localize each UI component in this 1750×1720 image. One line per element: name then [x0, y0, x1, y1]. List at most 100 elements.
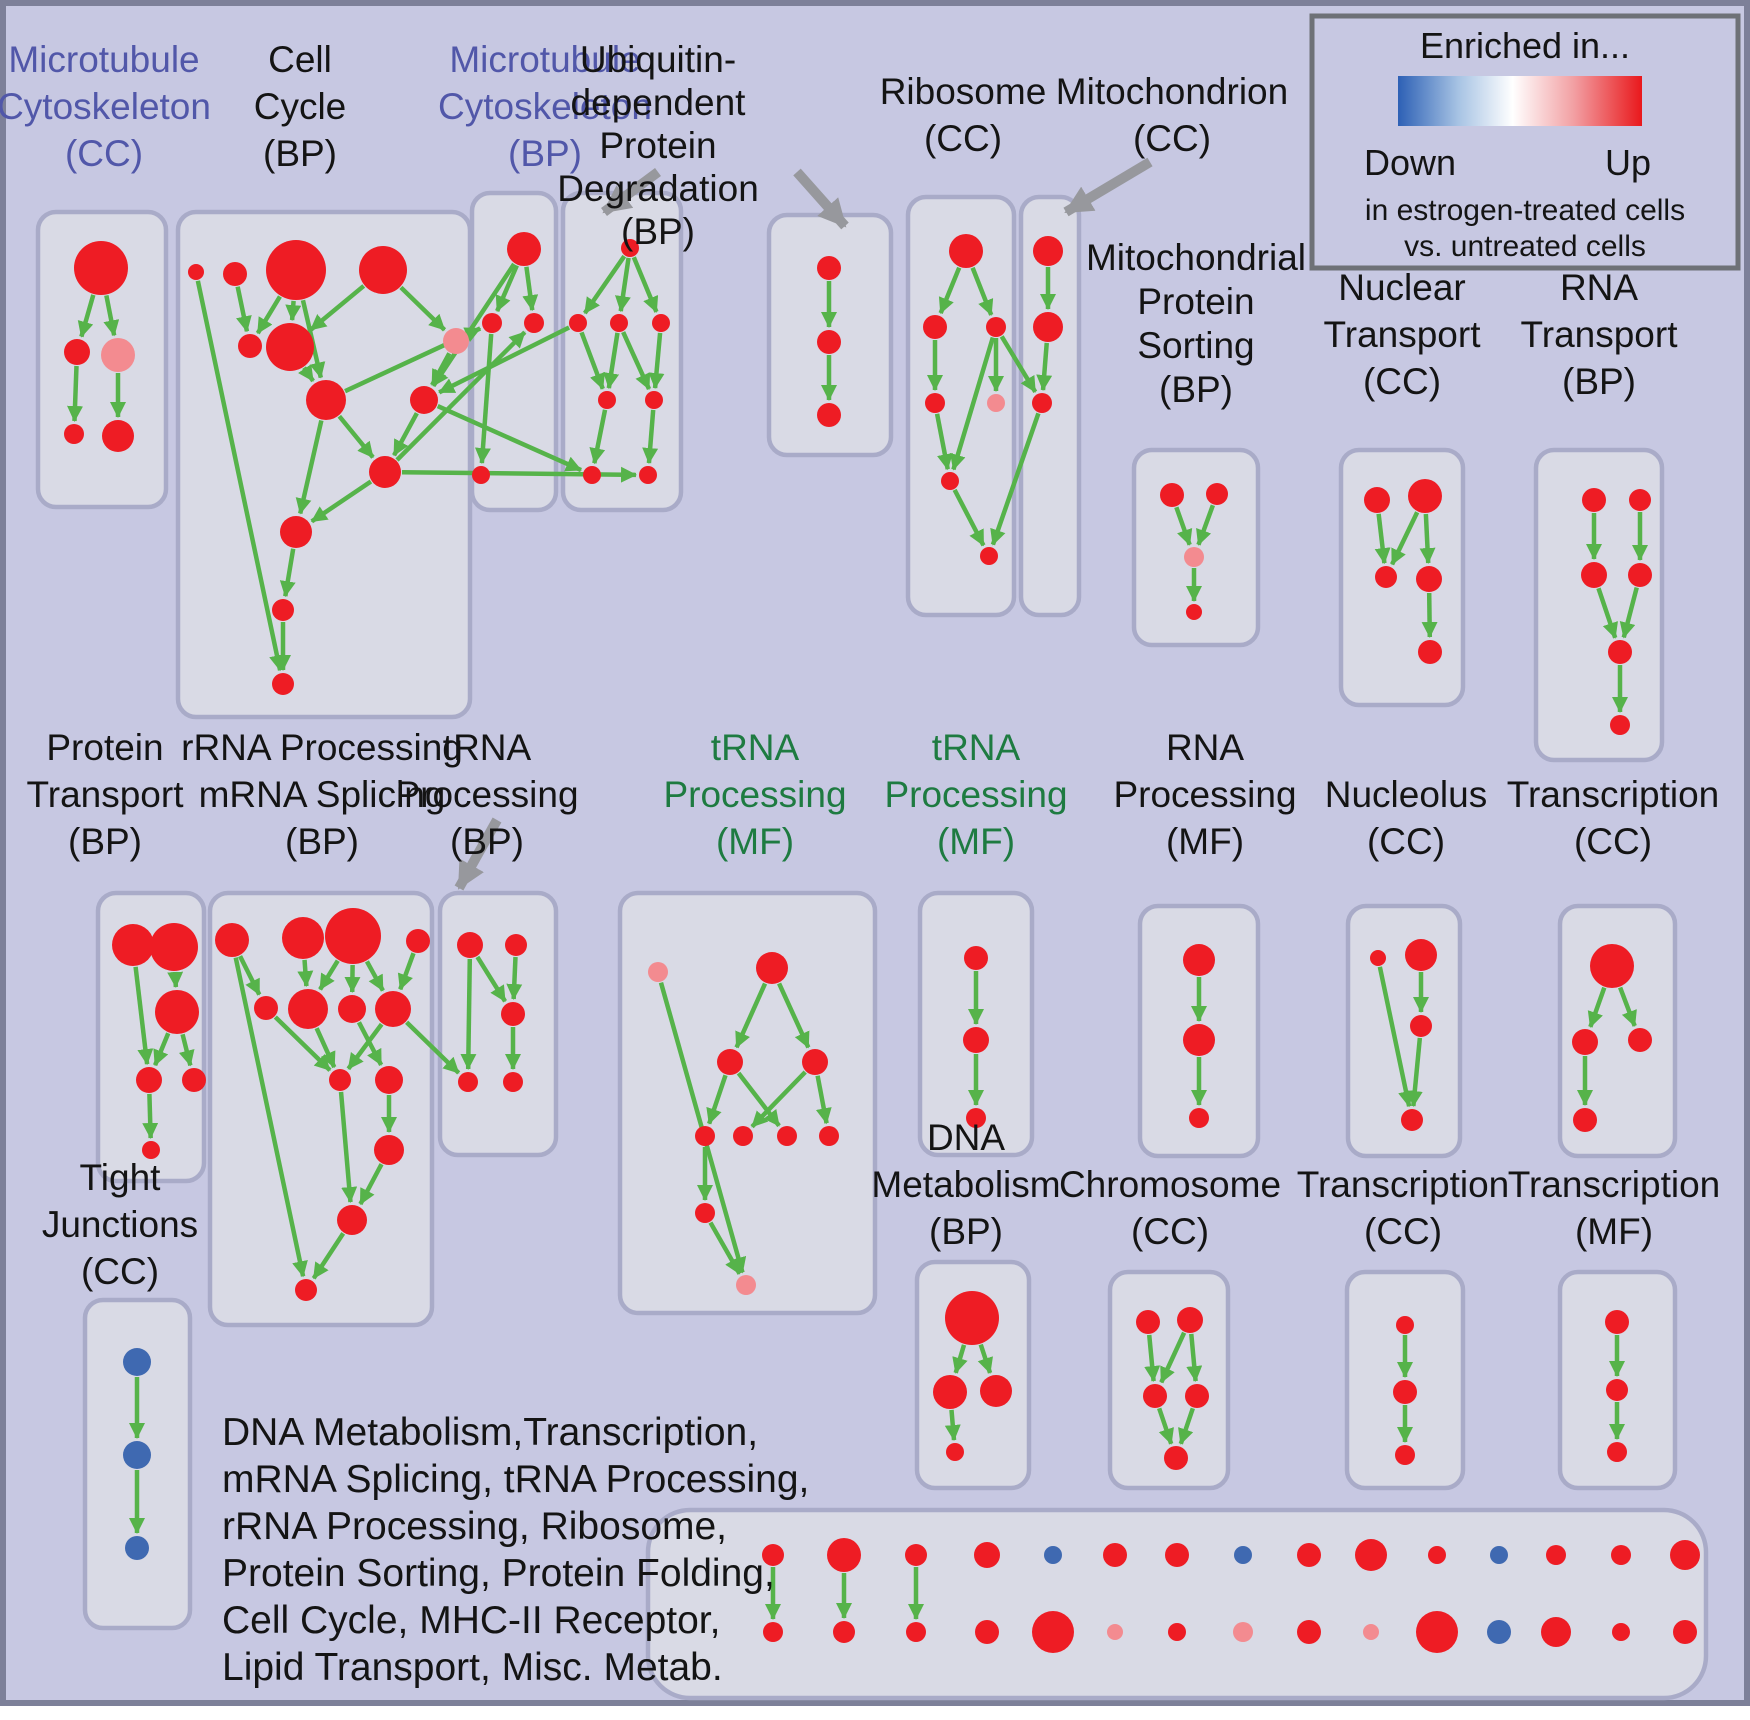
cluster-label-protein-transport-bp-line0: Protein	[46, 727, 163, 768]
cluster-label-cell-cycle-bp-line0: Cell	[268, 39, 332, 80]
cluster-label-rrna-processing-mrna-splicing-bp-line2: (BP)	[285, 821, 359, 862]
misc-top-node-10	[1428, 1546, 1446, 1564]
go-term-node-cell-cycle-bp-9	[369, 456, 401, 488]
edge-trna-processing-bp	[514, 957, 516, 999]
legend-down-label: Down	[1364, 142, 1456, 183]
go-term-node-trna-processing-mf-1-3	[802, 1049, 828, 1075]
go-term-node-dna-metabolism-bp-1	[933, 1375, 967, 1409]
go-term-node-transcription-mf-2	[1607, 1442, 1627, 1462]
misc-top-node-6	[1165, 1543, 1189, 1567]
cluster-label-ubiquitin-dependent-protein-degradation-bp-line0: Ubiquitin-	[580, 39, 736, 80]
go-term-node-transcription-cc-row2-3	[1573, 1108, 1597, 1132]
cluster-label-trna-processing-bp-line1: Processing	[395, 774, 578, 815]
go-term-node-protein-transport-bp-2	[155, 990, 199, 1034]
go-term-node-mitochondrial-protein-sorting-bp-0	[1160, 483, 1184, 507]
go-term-node-mitochondrial-protein-sorting-bp-1	[1206, 483, 1228, 505]
go-term-node-ubiquitin-dependent-protein-degradation-bp-6	[583, 466, 601, 484]
cluster-label-microtubule-cytoskeleton-cc-line2: (CC)	[65, 133, 143, 174]
go-term-node-chromosome-cc-2	[1143, 1384, 1167, 1408]
cluster-label-tight-junctions-cc-line1: Junctions	[42, 1204, 198, 1245]
go-term-node-nucleolus-cc-1	[1405, 939, 1437, 971]
misc-bottom-node-13	[1612, 1623, 1630, 1641]
mixed-terms-note-line2: rRNA Processing, Ribosome,	[222, 1505, 727, 1548]
mixed-terms-note-line3: Protein Sorting, Protein Folding,	[222, 1552, 775, 1595]
go-term-node-ubiquitin-degradation-box-2-1	[817, 330, 841, 354]
go-term-node-mitochondrion-cc-1	[1033, 312, 1063, 342]
cluster-label-chromosome-cc-line0: Chromosome	[1059, 1164, 1281, 1205]
go-term-node-tight-junctions-cc-2	[125, 1536, 149, 1560]
go-term-node-ubiquitin-dependent-protein-degradation-bp-3	[652, 314, 670, 332]
go-term-node-trna-processing-mf-1-2	[717, 1049, 743, 1075]
misc-top-node-7	[1234, 1546, 1252, 1564]
misc-bottom-node-1	[833, 1621, 855, 1643]
go-term-node-trna-processing-mf-2-1	[963, 1027, 989, 1053]
go-term-node-nuclear-transport-cc-1	[1408, 479, 1442, 513]
go-term-node-ubiquitin-dependent-protein-degradation-bp-1	[569, 314, 587, 332]
go-term-node-protein-transport-bp-3	[136, 1067, 162, 1093]
misc-bottom-node-12	[1541, 1617, 1571, 1647]
cluster-label-microtubule-cytoskeleton-cc-line0: Microtubule	[8, 39, 199, 80]
go-term-node-rna-processing-mf-1	[1183, 1024, 1215, 1056]
go-term-node-microtubule-cytoskeleton-bp-0	[507, 232, 541, 266]
go-term-node-dna-metabolism-bp-2	[980, 1375, 1012, 1407]
misc-bottom-node-9	[1363, 1624, 1379, 1640]
cluster-label-rna-processing-mf-line1: Processing	[1113, 774, 1296, 815]
mixed-terms-note-line1: mRNA Splicing, tRNA Processing,	[222, 1458, 809, 1501]
misc-top-node-11	[1490, 1546, 1508, 1564]
go-term-node-trna-processing-mf-1-4	[695, 1126, 715, 1146]
cluster-label-microtubule-cytoskeleton-cc-line1: Cytoskeleton	[0, 86, 211, 127]
go-term-node-rrna-processing-mrna-splicing-bp-10	[374, 1135, 404, 1165]
cluster-label-trna-processing-mf-1-line1: Processing	[663, 774, 846, 815]
go-term-node-mitochondrion-cc-2	[1032, 393, 1052, 413]
go-term-node-ribosome-cc-5	[941, 472, 959, 490]
misc-bottom-node-11	[1487, 1620, 1511, 1644]
cluster-label-mitochondrial-protein-sorting-bp-line2: Sorting	[1137, 325, 1254, 366]
go-term-node-trna-processing-bp-1	[505, 934, 527, 956]
go-term-node-mitochondrial-protein-sorting-bp-3	[1186, 604, 1202, 620]
go-term-node-microtubule-cytoskeleton-cc-4	[102, 420, 134, 452]
go-term-node-ribosome-cc-4	[987, 394, 1005, 412]
go-term-node-rrna-processing-mrna-splicing-bp-0	[215, 923, 249, 957]
cluster-label-protein-transport-bp-line1: Transport	[27, 774, 185, 815]
go-term-node-rrna-processing-mrna-splicing-bp-8	[329, 1069, 351, 1091]
cluster-label-nuclear-transport-cc-line1: Transport	[1324, 314, 1482, 355]
go-term-node-tight-junctions-cc-0	[123, 1348, 151, 1376]
misc-top-node-1	[827, 1538, 861, 1572]
go-term-node-rrna-processing-mrna-splicing-bp-2	[325, 908, 381, 964]
misc-top-node-8	[1297, 1543, 1321, 1567]
go-term-node-cell-cycle-bp-8	[410, 386, 438, 414]
cluster-box-cell-cycle-bp	[178, 212, 470, 717]
cluster-label-trna-processing-mf-2-line0: tRNA	[932, 727, 1021, 768]
cluster-label-ribosome-cc-line1: (CC)	[924, 118, 1002, 159]
go-term-node-rna-transport-bp-3	[1628, 563, 1652, 587]
cluster-box-trna-processing-bp	[440, 893, 556, 1155]
go-term-node-cell-cycle-bp-3	[359, 246, 407, 294]
go-term-node-trna-processing-bp-4	[503, 1072, 523, 1092]
cluster-label-transcription-cc-row3-line1: (CC)	[1364, 1211, 1442, 1252]
legend-up-label: Up	[1605, 142, 1651, 183]
edge-nuclear-transport-cc	[1426, 514, 1428, 563]
go-term-node-ubiquitin-dependent-protein-degradation-bp-7	[639, 466, 657, 484]
go-term-node-nuclear-transport-cc-0	[1364, 487, 1390, 513]
go-term-node-trna-processing-bp-3	[458, 1072, 478, 1092]
edge-trna-processing-bp	[468, 959, 470, 1069]
go-term-node-cell-cycle-bp-0	[188, 264, 204, 280]
cluster-label-ubiquitin-dependent-protein-degradation-bp-line4: (BP)	[621, 211, 695, 252]
go-term-node-microtubule-cytoskeleton-bp-2	[524, 313, 544, 333]
cluster-label-transcription-cc-row3-line0: Transcription	[1297, 1164, 1509, 1205]
go-term-node-trna-processing-bp-2	[501, 1002, 525, 1026]
go-term-node-trna-processing-mf-1-6	[777, 1126, 797, 1146]
cluster-label-nucleolus-cc-line0: Nucleolus	[1325, 774, 1487, 815]
cluster-label-ubiquitin-dependent-protein-degradation-bp-line3: Degradation	[557, 168, 759, 209]
edge-protein-transport-bp	[149, 1094, 150, 1138]
go-term-node-ubiquitin-degradation-box-2-2	[817, 403, 841, 427]
go-term-node-chromosome-cc-0	[1136, 1310, 1160, 1334]
go-term-node-rna-transport-bp-5	[1610, 715, 1630, 735]
go-term-node-trna-processing-mf-1-1	[756, 952, 788, 984]
go-term-node-chromosome-cc-4	[1164, 1446, 1188, 1470]
edge-rrna-processing-mrna-splicing-bp	[305, 960, 307, 986]
go-term-node-ubiquitin-dependent-protein-degradation-bp-4	[598, 391, 616, 409]
go-term-node-trna-processing-bp-0	[457, 932, 483, 958]
